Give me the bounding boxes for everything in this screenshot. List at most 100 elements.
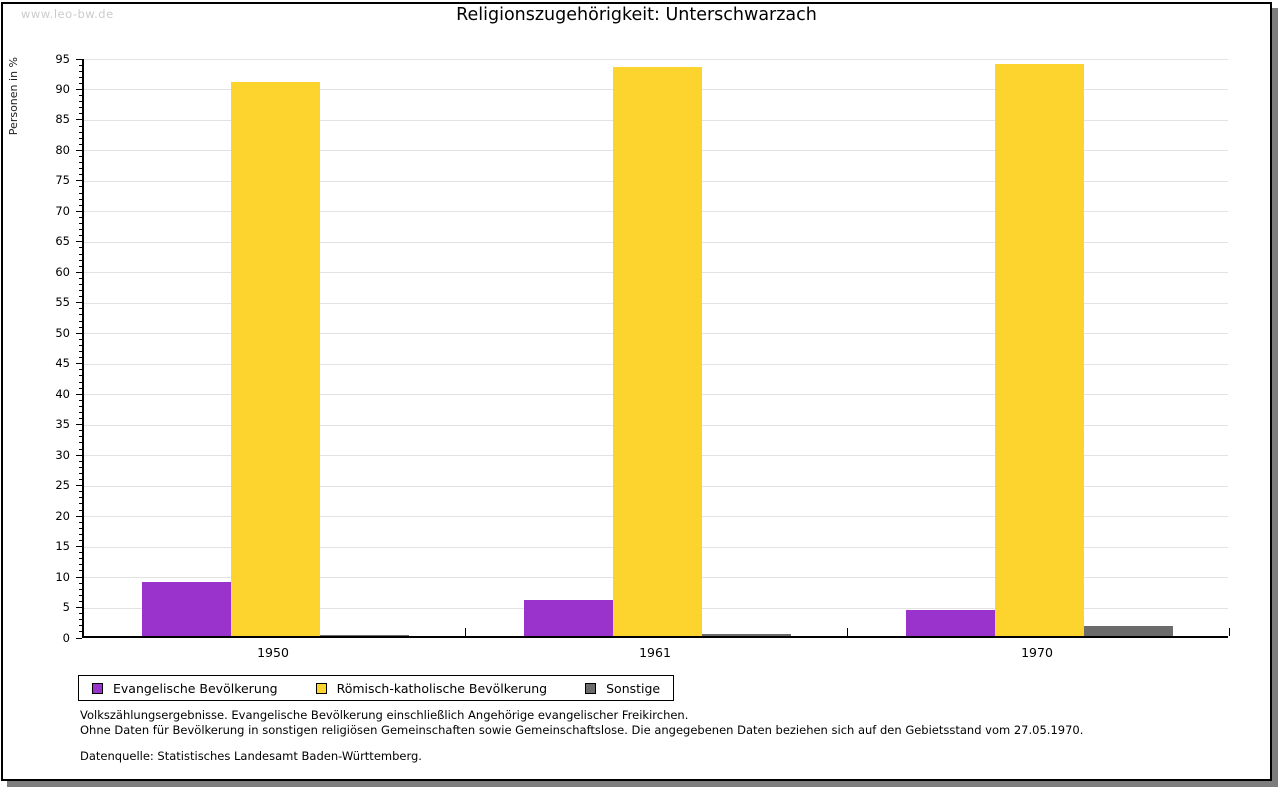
y-major-tick-30 [76, 454, 82, 456]
y-tick-label-0: 0 [62, 630, 70, 645]
bar-1970-sonstige [1083, 625, 1173, 636]
x-tick-label-1950: 1950 [257, 645, 289, 660]
legend-swatch-2 [585, 682, 597, 694]
legend-item-0: Evangelische Bevölkerung [92, 681, 278, 696]
y-minor-tick-57 [79, 290, 82, 292]
y-tick-label-5: 5 [62, 600, 70, 615]
y-minor-tick-53 [79, 314, 82, 316]
x-tick-label-1970: 1970 [1021, 645, 1053, 660]
legend: Evangelische Bevölkerung Römisch-katholis… [78, 675, 675, 701]
y-major-tick-95 [76, 58, 82, 60]
y-minor-tick-62 [79, 259, 82, 261]
y-minor-tick-28 [79, 466, 82, 468]
footnote-line-1: Volkszählungsergebnisse. Evangelische Be… [80, 708, 689, 722]
y-minor-tick-22 [79, 503, 82, 505]
gridline-95 [84, 59, 1228, 60]
y-tick-label-50: 50 [55, 325, 70, 340]
chart-panel: www.leo-bw.de Religionszugehörigkeit: Un… [1, 2, 1272, 781]
y-minor-tick-68 [79, 223, 82, 225]
bar-1961-katholisch [612, 66, 702, 636]
y-major-tick-55 [76, 302, 82, 304]
y-minor-tick-94 [79, 64, 82, 66]
y-minor-tick-32 [79, 442, 82, 444]
y-minor-tick-44 [79, 369, 82, 371]
y-tick-label-35: 35 [55, 417, 70, 432]
y-minor-tick-49 [79, 338, 82, 340]
y-minor-tick-86 [79, 113, 82, 115]
x-boundary-tick-3 [1229, 628, 1230, 636]
y-minor-tick-51 [79, 326, 82, 328]
y-tick-label-30: 30 [55, 447, 70, 462]
bar-1950-evangelisch [141, 582, 231, 636]
y-minor-tick-58 [79, 284, 82, 285]
y-minor-tick-42 [79, 381, 82, 383]
y-minor-tick-36 [79, 418, 82, 420]
y-major-tick-65 [76, 241, 82, 243]
y-minor-tick-1 [79, 631, 82, 633]
y-minor-tick-38 [79, 405, 82, 407]
y-minor-tick-41 [79, 387, 82, 389]
legend-label-0: Evangelische Bevölkerung [113, 680, 278, 696]
legend-item-2: Sonstige [585, 681, 660, 696]
y-minor-tick-12 [79, 564, 82, 566]
y-minor-tick-39 [79, 399, 82, 401]
y-major-tick-80 [76, 149, 82, 151]
y-minor-tick-63 [79, 253, 82, 255]
y-minor-tick-17 [79, 533, 82, 535]
y-major-tick-5 [76, 607, 82, 609]
y-tick-label-80: 80 [55, 142, 70, 157]
y-minor-tick-73 [79, 192, 82, 194]
y-minor-tick-84 [79, 125, 82, 127]
y-tick-label-65: 65 [55, 234, 70, 249]
y-minor-tick-23 [79, 497, 82, 499]
y-minor-tick-52 [79, 320, 82, 322]
y-major-tick-75 [76, 180, 82, 182]
y-major-tick-35 [76, 424, 82, 426]
y-minor-tick-71 [79, 204, 82, 206]
y-minor-tick-4 [79, 613, 82, 615]
y-minor-tick-81 [79, 143, 82, 145]
y-tick-label-55: 55 [55, 295, 70, 310]
footnote-line-2: Ohne Daten für Bevölkerung in sonstigen … [80, 722, 1084, 737]
y-minor-tick-27 [79, 472, 82, 474]
y-major-tick-15 [76, 546, 82, 548]
bar-1970-katholisch [994, 63, 1084, 636]
y-major-tick-0 [76, 637, 82, 639]
y-major-tick-50 [76, 332, 82, 334]
y-major-tick-90 [76, 88, 82, 90]
y-minor-tick-67 [79, 229, 82, 231]
y-major-tick-20 [76, 515, 82, 517]
y-minor-tick-76 [79, 174, 82, 176]
y-minor-tick-9 [79, 582, 82, 584]
chart-title: Religionszugehörigkeit: Unterschwarzach [456, 5, 817, 25]
y-major-tick-70 [76, 210, 82, 212]
y-tick-label-75: 75 [55, 173, 70, 188]
y-minor-tick-91 [79, 82, 82, 84]
x-boundary-tick-1 [465, 628, 466, 636]
y-tick-label-10: 10 [55, 569, 70, 584]
legend-item-1: Römisch-katholische Bevölkerung [315, 681, 547, 696]
legend-swatch-1 [315, 682, 327, 694]
y-minor-tick-54 [79, 308, 82, 310]
y-tick-label-40: 40 [55, 386, 70, 401]
x-axis-labels: 1950 1961 1970 [82, 645, 1228, 661]
y-tick-label-85: 85 [55, 112, 70, 127]
y-minor-tick-37 [79, 411, 82, 413]
y-minor-tick-24 [79, 491, 82, 493]
y-axis: 0 5 10 15 20 25 30 35 40 45 50 55 60 65 70 75 80 85 90 95 [3, 52, 82, 645]
y-tick-label-95: 95 [55, 51, 70, 66]
y-major-tick-60 [76, 271, 82, 273]
y-tick-label-15: 15 [55, 539, 70, 554]
y-minor-tick-78 [79, 162, 82, 164]
y-major-tick-10 [76, 576, 82, 578]
y-minor-tick-31 [79, 448, 82, 450]
bar-1950-sonstige [319, 635, 409, 636]
y-minor-tick-93 [79, 70, 82, 72]
y-minor-tick-79 [79, 156, 82, 158]
y-minor-tick-72 [79, 198, 82, 200]
y-minor-tick-46 [79, 357, 82, 359]
y-minor-tick-92 [79, 76, 82, 78]
y-major-tick-45 [76, 363, 82, 365]
y-tick-label-60: 60 [55, 264, 70, 279]
watermark-link: www.leo-bw.de [21, 7, 114, 21]
